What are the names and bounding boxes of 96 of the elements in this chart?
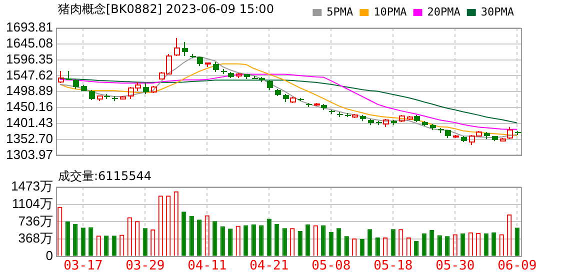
x-tick-label: 05-18 — [374, 258, 413, 274]
candlestick — [345, 112, 351, 118]
candlestick — [283, 94, 289, 102]
candlestick — [391, 120, 397, 126]
bar — [104, 236, 109, 256]
bar — [212, 221, 218, 256]
candlestick — [213, 62, 219, 72]
candlestick — [368, 118, 374, 126]
x-tick-label: 05-08 — [312, 258, 351, 274]
candlestick — [321, 104, 327, 110]
candlestick — [360, 114, 366, 122]
candlestick — [430, 124, 436, 130]
bar — [360, 238, 364, 256]
y-tick-label: 1645.08 — [6, 35, 53, 50]
chart-title: 成交量:6115544 — [58, 169, 152, 184]
bar — [298, 230, 302, 256]
bar — [492, 232, 496, 256]
legend-label: 10PMA — [374, 5, 408, 18]
candlestick — [337, 112, 343, 118]
bar — [266, 218, 272, 256]
bar — [73, 224, 78, 256]
bar — [484, 233, 488, 256]
y-tick-label: 1693.81 — [6, 20, 53, 35]
candlestick — [81, 84, 87, 91]
candlestick — [414, 114, 420, 122]
bar — [189, 216, 194, 256]
candlestick — [298, 98, 304, 102]
bar — [437, 235, 442, 256]
candlestick — [461, 136, 467, 142]
y-tick-label: 1498.89 — [6, 83, 53, 98]
bar — [375, 238, 380, 256]
x-tick-label: 05-30 — [436, 258, 475, 274]
x-tick-label: 03-29 — [126, 258, 165, 274]
bar — [422, 233, 426, 256]
bar — [390, 229, 396, 256]
chart-title: 猪肉概念[BK0882] 2023-06-09 15:00 — [58, 2, 274, 16]
bar — [197, 220, 202, 256]
candlestick — [329, 110, 335, 114]
bar — [142, 228, 148, 256]
bar — [414, 240, 419, 256]
y-tick-label: 1104万 — [12, 196, 53, 211]
bar — [244, 225, 248, 256]
bar — [430, 230, 434, 256]
candlestick — [275, 88, 281, 96]
y-tick-label: 1596.35 — [6, 51, 53, 66]
candlestick — [143, 82, 149, 94]
y-tick-label: 1303.97 — [6, 146, 53, 162]
bar — [251, 224, 256, 256]
y-tick-label: 1473万 — [11, 178, 53, 194]
candlestick — [197, 57, 203, 66]
y-tick-label: 1450.16 — [6, 99, 53, 114]
legend-label: 30PMA — [480, 5, 514, 18]
bar — [336, 228, 342, 256]
y-tick-label: 1352.70 — [6, 130, 53, 146]
candlestick — [89, 90, 95, 100]
candlestick — [492, 136, 498, 142]
candlestick — [174, 38, 180, 56]
bar — [80, 228, 86, 256]
candlestick — [422, 120, 428, 126]
bar — [65, 222, 70, 256]
y-tick-label: 1401.43 — [6, 114, 53, 130]
x-tick-label: 04-11 — [188, 258, 227, 274]
candlestick — [484, 132, 490, 140]
legend-label: 5PMA — [326, 5, 354, 18]
bar — [328, 232, 334, 256]
bar — [368, 229, 372, 256]
bar — [306, 224, 310, 256]
candlestick — [228, 72, 234, 78]
bar — [228, 228, 233, 256]
candlestick — [445, 130, 451, 138]
bar — [88, 227, 94, 256]
candlestick — [244, 74, 250, 80]
bar — [321, 225, 326, 256]
y-tick-label: 1547.62 — [6, 67, 53, 82]
y-tick-label: 736万 — [18, 213, 53, 228]
y-tick-label: 368万 — [18, 230, 53, 246]
bar — [514, 228, 520, 256]
x-tick-label: 03-17 — [64, 258, 103, 274]
candlestick — [515, 130, 521, 136]
y-tick-label: 0 — [46, 248, 53, 263]
bar — [460, 233, 466, 256]
candlestick — [267, 80, 273, 90]
bar — [344, 236, 349, 256]
candlestick — [376, 120, 382, 126]
bar — [282, 228, 287, 256]
bar — [112, 236, 116, 256]
x-tick-label: 04-21 — [250, 258, 289, 274]
bar — [274, 224, 280, 256]
bar — [220, 226, 225, 256]
candlestick — [73, 78, 79, 90]
legend-label: 20PMA — [427, 5, 461, 18]
bar — [445, 236, 450, 256]
x-tick-label: 06-09 — [498, 258, 537, 274]
candlestick — [182, 42, 188, 56]
bar — [182, 212, 186, 256]
bar — [259, 225, 264, 256]
